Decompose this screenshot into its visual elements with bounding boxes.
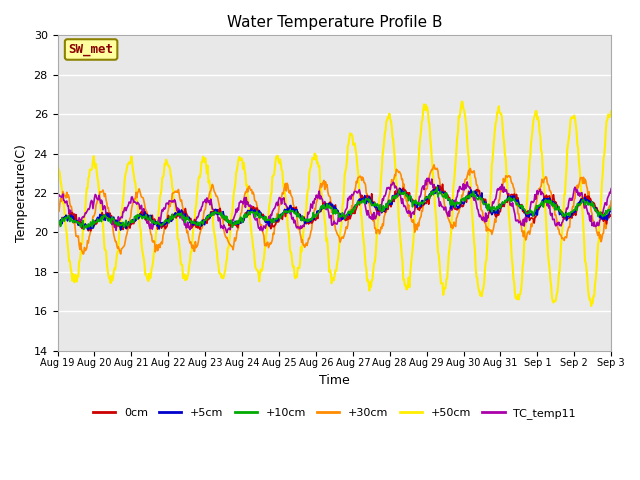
- +30cm: [54, 216, 61, 221]
- +30cm: [117, 251, 125, 257]
- 0cm: [207, 209, 214, 215]
- +50cm: [177, 261, 184, 266]
- +50cm: [54, 157, 61, 163]
- Text: SW_met: SW_met: [68, 43, 114, 56]
- +30cm: [207, 188, 214, 193]
- +50cm: [607, 108, 615, 114]
- +5cm: [117, 227, 125, 233]
- Title: Water Temperature Profile B: Water Temperature Profile B: [227, 15, 442, 30]
- TC_temp11: [423, 175, 431, 181]
- TC_temp11: [206, 202, 214, 208]
- +30cm: [430, 162, 438, 168]
- TC_temp11: [121, 205, 129, 211]
- +5cm: [122, 222, 129, 228]
- +30cm: [122, 238, 129, 244]
- +50cm: [458, 99, 466, 105]
- Line: +50cm: +50cm: [58, 102, 611, 306]
- +5cm: [178, 207, 186, 213]
- +10cm: [403, 193, 410, 199]
- +10cm: [122, 219, 129, 225]
- +10cm: [433, 184, 441, 190]
- 0cm: [178, 208, 186, 214]
- Line: +5cm: +5cm: [58, 185, 611, 230]
- +10cm: [607, 204, 615, 210]
- +50cm: [206, 183, 214, 189]
- Line: +10cm: +10cm: [58, 187, 611, 229]
- +50cm: [121, 179, 129, 185]
- +10cm: [54, 216, 61, 222]
- +10cm: [419, 201, 426, 207]
- +5cm: [403, 191, 410, 197]
- +5cm: [64, 218, 72, 224]
- 0cm: [64, 215, 72, 220]
- +50cm: [64, 241, 72, 247]
- Legend: 0cm, +5cm, +10cm, +30cm, +50cm, TC_temp11: 0cm, +5cm, +10cm, +30cm, +50cm, TC_temp1…: [88, 404, 580, 423]
- TC_temp11: [64, 203, 72, 209]
- +10cm: [178, 210, 186, 216]
- TC_temp11: [419, 184, 426, 190]
- +10cm: [207, 214, 214, 219]
- TC_temp11: [403, 207, 410, 213]
- TC_temp11: [223, 230, 231, 236]
- X-axis label: Time: Time: [319, 374, 349, 387]
- Line: +30cm: +30cm: [58, 165, 611, 254]
- +10cm: [64, 214, 72, 219]
- +5cm: [607, 208, 615, 214]
- TC_temp11: [607, 186, 615, 192]
- Line: 0cm: 0cm: [58, 184, 611, 231]
- 0cm: [403, 189, 410, 195]
- +50cm: [402, 283, 410, 288]
- +30cm: [64, 194, 72, 200]
- +5cm: [419, 198, 426, 204]
- +30cm: [607, 198, 615, 204]
- 0cm: [54, 228, 61, 234]
- +30cm: [403, 198, 410, 204]
- +5cm: [434, 182, 442, 188]
- +30cm: [178, 197, 186, 203]
- Line: TC_temp11: TC_temp11: [58, 178, 611, 233]
- +50cm: [588, 303, 595, 309]
- +30cm: [419, 208, 426, 214]
- +50cm: [418, 119, 426, 124]
- +10cm: [80, 227, 88, 232]
- +5cm: [207, 211, 214, 217]
- 0cm: [607, 213, 615, 218]
- TC_temp11: [177, 215, 184, 220]
- 0cm: [419, 198, 426, 204]
- 0cm: [87, 228, 95, 234]
- Y-axis label: Temperature(C): Temperature(C): [15, 144, 28, 242]
- 0cm: [122, 224, 129, 230]
- TC_temp11: [54, 192, 61, 197]
- +5cm: [54, 219, 61, 225]
- 0cm: [438, 181, 446, 187]
